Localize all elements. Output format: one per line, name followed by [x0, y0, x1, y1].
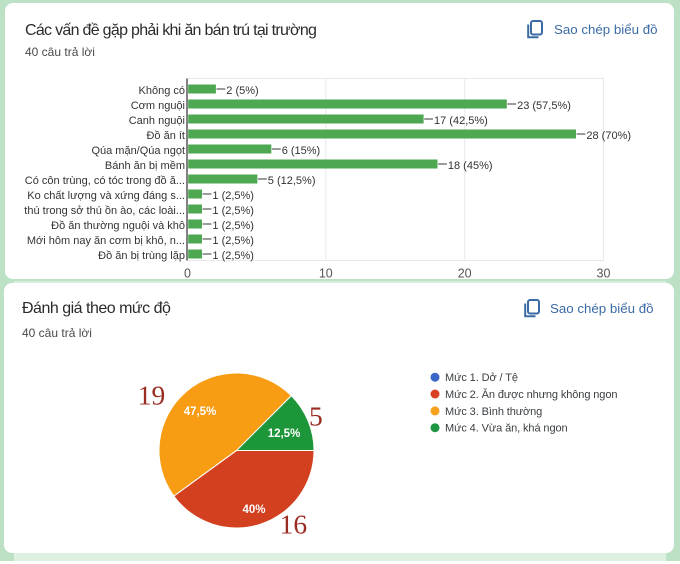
svg-text:Mức 1. Dở / Tệ: Mức 1. Dở / Tệ — [445, 372, 518, 384]
svg-text:10: 10 — [319, 267, 333, 281]
svg-text:47,5%: 47,5% — [184, 406, 217, 418]
svg-text:19: 19 — [138, 380, 166, 411]
svg-text:Canh nguội: Canh nguội — [129, 115, 185, 127]
svg-text:5: 5 — [309, 401, 323, 432]
svg-text:23 (57,5%): 23 (57,5%) — [517, 100, 571, 112]
svg-text:5 (12,5%): 5 (12,5%) — [268, 175, 316, 187]
svg-text:Qúa mặn/Qúa ngọt: Qúa mặn/Qúa ngọt — [91, 145, 185, 157]
svg-text:16: 16 — [280, 509, 308, 540]
svg-text:0: 0 — [184, 267, 191, 281]
svg-text:18 (45%): 18 (45%) — [448, 160, 493, 172]
svg-text:40%: 40% — [242, 504, 265, 516]
svg-text:Không có: Không có — [139, 85, 185, 97]
svg-text:Đồ ăn ít: Đồ ăn ít — [146, 130, 185, 142]
svg-text:1 (2,5%): 1 (2,5%) — [212, 250, 254, 262]
svg-text:28 (70%): 28 (70%) — [586, 130, 631, 142]
svg-text:Đồ ăn thường nguội và khô: Đồ ăn thường nguội và khô — [51, 220, 185, 232]
svg-text:Ko chất lượng và xứng đáng s..: Ko chất lượng và xứng đáng s... — [27, 190, 185, 202]
svg-text:12,5%: 12,5% — [268, 428, 301, 440]
svg-text:Mức 3. Bình thường: Mức 3. Bình thường — [445, 406, 542, 418]
svg-text:thú trong sở thú ồn ào, các lo: thú trong sở thú ồn ào, các loài... — [24, 205, 185, 217]
svg-text:Mới hôm nay ăn cơm bị khô, n..: Mới hôm nay ăn cơm bị khô, n... — [27, 235, 185, 247]
svg-text:17 (42,5%): 17 (42,5%) — [434, 115, 488, 127]
svg-text:6 (15%): 6 (15%) — [282, 145, 321, 157]
svg-text:Đồ ăn bị trùng lặp: Đồ ăn bị trùng lặp — [98, 250, 185, 262]
svg-text:1 (2,5%): 1 (2,5%) — [212, 190, 254, 202]
svg-text:1 (2,5%): 1 (2,5%) — [212, 205, 254, 217]
svg-text:Mức 2. Ăn được nhưng không ngo: Mức 2. Ăn được nhưng không ngon — [445, 388, 617, 401]
svg-text:2 (5%): 2 (5%) — [226, 85, 258, 97]
svg-text:1 (2,5%): 1 (2,5%) — [212, 235, 254, 247]
svg-text:20: 20 — [458, 267, 472, 281]
svg-text:Cơm nguội: Cơm nguội — [131, 100, 185, 112]
svg-text:Mức 4. Vừa ăn, khá ngon: Mức 4. Vừa ăn, khá ngon — [445, 423, 568, 435]
svg-text:Bánh ăn bị mềm: Bánh ăn bị mềm — [105, 160, 185, 172]
svg-text:Có côn trùng, có tóc trong đồ: Có côn trùng, có tóc trong đồ ă... — [25, 175, 185, 187]
svg-text:30: 30 — [597, 267, 611, 281]
svg-text:1 (2,5%): 1 (2,5%) — [212, 220, 254, 232]
